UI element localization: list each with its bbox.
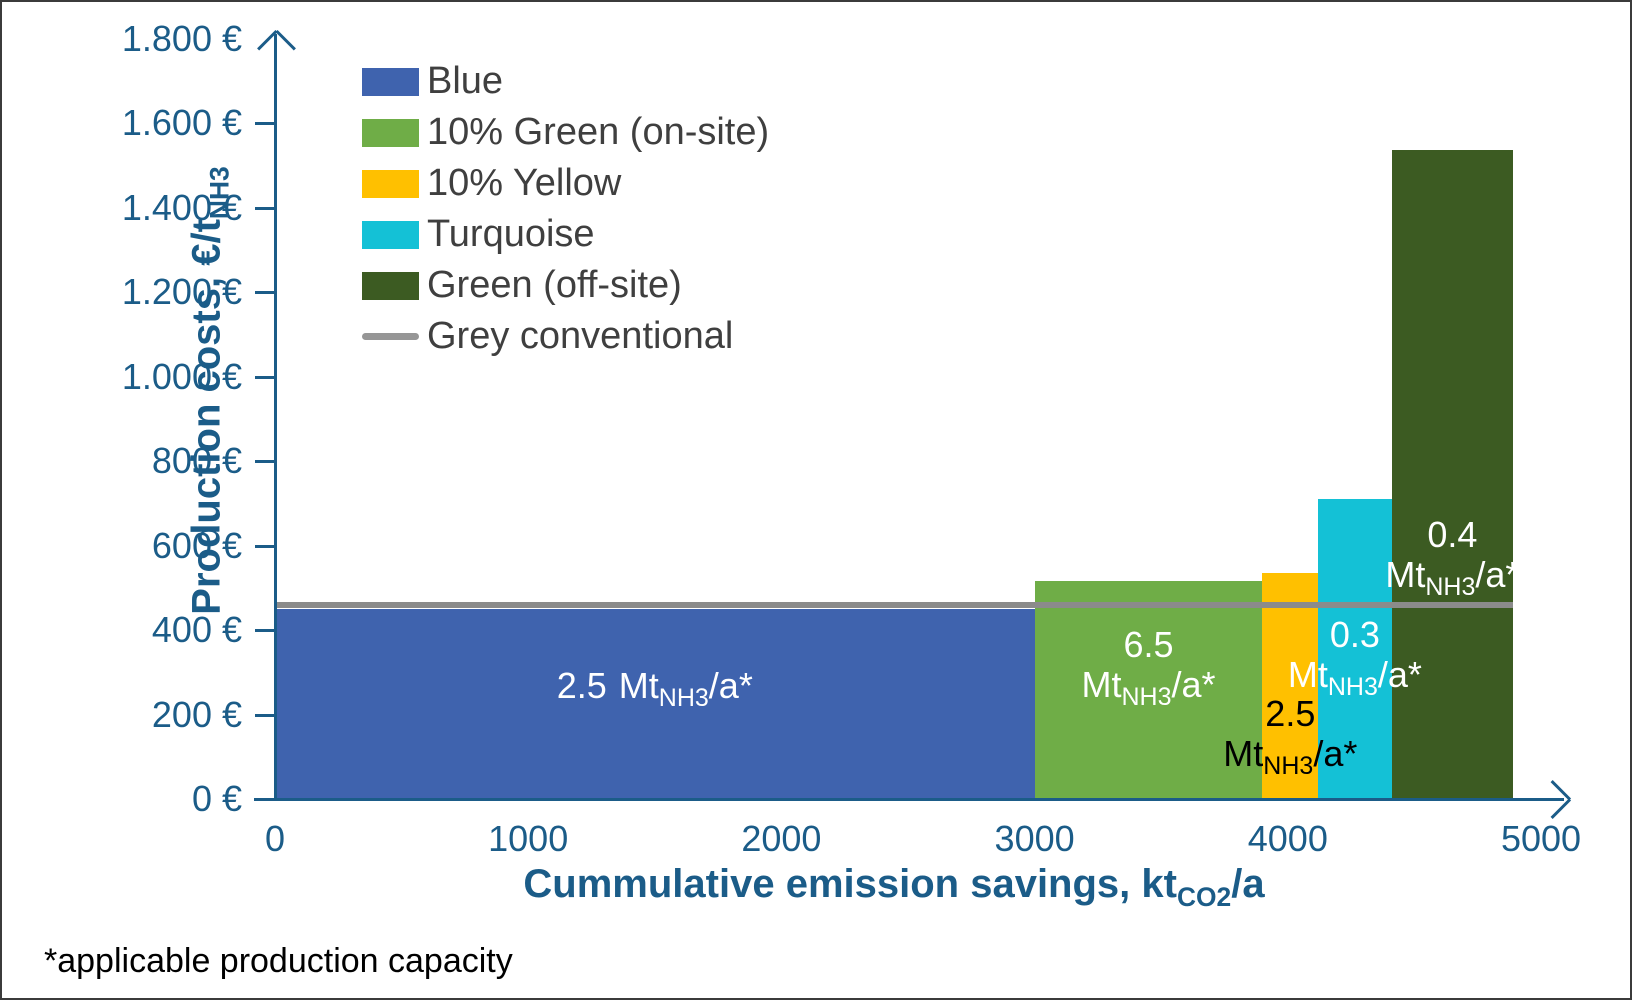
x-tick-label: 3000	[994, 818, 1075, 859]
y-tick-label: 0 €	[191, 778, 242, 819]
bar-label-unit-subscript: NH3	[1263, 752, 1314, 781]
y-tick-label: 1.000 €	[121, 355, 242, 397]
bar-label-yellow: 2.5 MtNH3/a*	[1223, 693, 1358, 781]
legend-swatch-grey-icon	[362, 333, 419, 340]
y-tick-mark	[255, 544, 275, 548]
y-tick-label: 1.600 €	[121, 102, 242, 143]
bar-green-onsite	[1034, 581, 1263, 799]
legend-swatch-green-onsite-icon	[362, 118, 419, 147]
y-axis-title: Production costs, €/tNH3	[184, 131, 235, 651]
bar-label-value: 2.5	[556, 665, 607, 706]
bar-turquoise	[1318, 499, 1392, 799]
legend-item-green-offsite: Green (off-site)	[362, 260, 769, 311]
bar-label-unit: MtNH3/a*	[1223, 733, 1358, 781]
bar-label-value: 2.5	[1265, 693, 1316, 734]
footnote: *applicable production capacity	[44, 942, 513, 980]
y-tick-mark	[255, 375, 275, 379]
y-axis-title-subscript: NH3	[204, 166, 235, 220]
bar-label-value: 6.5	[1123, 624, 1174, 665]
y-tick-mark	[255, 206, 275, 210]
legend-item-grey: Grey conventional	[362, 311, 769, 362]
legend-swatch-blue-icon	[362, 67, 419, 96]
x-tick-label: 1000	[488, 818, 569, 859]
bar-label-unit-subscript: NH3	[658, 684, 709, 713]
bar-label-unit: MtNH3/a*	[618, 665, 753, 713]
x-axis-title-subscript: CO2	[1176, 882, 1232, 912]
y-tick-mark	[255, 629, 275, 632]
bar-label-unit-subscript: NH3	[1327, 673, 1378, 702]
bar-yellow	[1262, 572, 1319, 799]
legend-swatch-green-offsite-icon	[362, 271, 419, 300]
bar-blue	[275, 608, 1035, 799]
y-tick-mark	[255, 460, 275, 463]
y-tick-label: 600 €	[151, 524, 242, 566]
y-tick-label: 200 €	[151, 693, 242, 735]
bar-label-unit-subscript: NH3	[1425, 573, 1476, 602]
legend: Blue 10% Green (on-site) 10% Yellow Turquoi…	[362, 56, 769, 362]
bar-label-green-onsite: 6.5 MtNH3/a*	[1081, 624, 1216, 712]
legend-label-turquoise: Turquoise	[427, 213, 595, 255]
legend-item-blue: Blue	[362, 56, 769, 107]
reference-line-grey	[275, 601, 1514, 608]
x-tick-label: 2000	[741, 818, 822, 859]
y-tick-label: 1.200 €	[121, 271, 242, 312]
bar-label-value: 0.4	[1427, 514, 1478, 555]
y-tick-mark	[255, 713, 275, 717]
legend-swatch-turquoise-icon	[362, 220, 419, 249]
y-tick-label: 800 €	[151, 440, 242, 481]
y-tick-mark	[255, 798, 275, 801]
legend-label-yellow: 10% Yellow	[427, 162, 622, 204]
bar-label-unit: MtNH3/a*	[1081, 664, 1216, 712]
legend-label-green-offsite: Green (off-site)	[427, 264, 682, 306]
y-tick-label: 400 €	[151, 609, 242, 650]
legend-item-turquoise: Turquoise	[362, 209, 769, 260]
x-tick-label: 0	[264, 818, 286, 859]
x-tick-label: 4000	[1247, 818, 1328, 859]
bar-label-blue: 2.5 MtNH3/a*	[556, 665, 753, 713]
legend-label-grey: Grey conventional	[427, 315, 734, 357]
y-tick-mark	[255, 122, 275, 125]
x-tick-label: 5000	[1500, 818, 1582, 859]
y-tick-label: 1.400 €	[121, 186, 242, 228]
legend-item-yellow: 10% Yellow	[362, 158, 769, 209]
bar-label-unit-subscript: NH3	[1121, 683, 1172, 712]
legend-label-green-onsite: 10% Green (on-site)	[427, 111, 770, 153]
y-tick-mark	[255, 291, 275, 294]
bar-label-value: 0.3	[1329, 614, 1380, 655]
x-axis-title: Cummulative emission savings, ktCO2/a	[275, 862, 1513, 910]
legend-label-blue: Blue	[427, 60, 504, 102]
bar-green-offsite	[1391, 150, 1514, 799]
x-axis-title-text: Cummulative emission savings, kt	[523, 862, 1177, 906]
bar-label-green-offsite: 0.4 MtNH3/a*	[1385, 514, 1520, 602]
y-axis-line	[274, 34, 277, 800]
bar-label-turquoise: 0.3 MtNH3/a*	[1287, 614, 1422, 702]
bar-label-unit: MtNH3/a*	[1287, 654, 1422, 702]
y-axis-title-text: Production costs, €/t	[184, 219, 229, 615]
x-axis-line	[254, 798, 1564, 801]
bar-label-unit: MtNH3/a*	[1385, 554, 1520, 602]
legend-swatch-yellow-icon	[362, 169, 419, 198]
y-tick-label: 1.800 €	[121, 17, 242, 59]
x-axis-title-suffix: /a	[1231, 862, 1265, 906]
legend-item-green-onsite: 10% Green (on-site)	[362, 107, 769, 158]
